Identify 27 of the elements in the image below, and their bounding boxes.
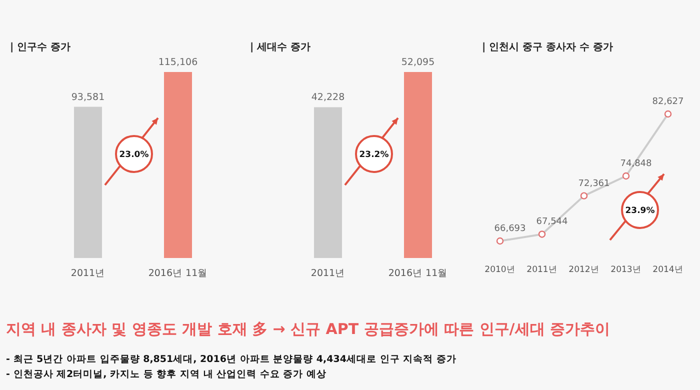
data-label: 72,361	[578, 178, 610, 189]
x-tick-label: 2014년	[652, 265, 684, 275]
x-tick-label: 2013년	[610, 265, 642, 275]
data-label: 93,581	[71, 92, 105, 103]
chart-title: | 세대수 증가	[250, 42, 311, 53]
x-tick-label: 2011년	[310, 268, 346, 279]
x-tick-label: 2011년	[526, 265, 558, 275]
x-tick-label: 2011년	[70, 268, 106, 279]
x-tick-label: 2016년 11월	[388, 268, 448, 279]
text: - 최근 5년간 아파트 입주물량 8,851세대, 2016년 아파트 분양물량 4,434세대로 인구 지속적 증가	[6, 354, 456, 365]
text: - 인천공사 제2터미널, 카지노 등 향후 지역 내 산업인력 수요 증가 예상	[6, 369, 327, 380]
x-tick-label: 2016년 11월	[148, 268, 208, 279]
text: 지역 내 종사자 및 영종도 개발 호재 多 → 신규 APT 공급증가에 따른 인구/세대 증가추이	[6, 320, 610, 338]
x-tick-label: 2012년	[568, 265, 600, 275]
data-label: 42,228	[311, 92, 345, 104]
chart-title: | 인천시 중구 종사자 수 증가	[482, 42, 614, 53]
annotation: 23.2%	[359, 150, 390, 160]
data-label: 66,693	[494, 224, 526, 234]
data-label: 67,544	[536, 217, 568, 228]
chart-title: | 인구수 증가	[10, 42, 71, 53]
data-label: 115,106	[158, 57, 198, 68]
data-label: 52,095	[401, 57, 435, 68]
data-label: 82,627	[652, 97, 684, 107]
data-label: 74,848	[620, 159, 652, 169]
x-tick-label: 2010년	[484, 265, 516, 275]
annotation: 23.9%	[625, 206, 656, 216]
annotation: 23.0%	[119, 150, 150, 160]
